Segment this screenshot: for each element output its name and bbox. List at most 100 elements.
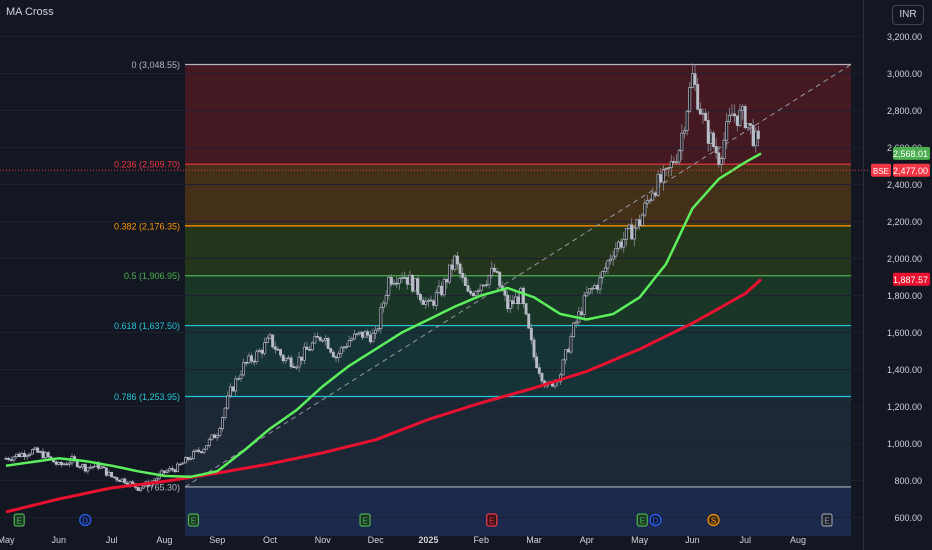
fib-level-label: 0.382 (2,176.35) (114, 221, 180, 231)
candle-body (638, 219, 642, 226)
candle-body (432, 300, 436, 306)
x-tick-label: Jul (106, 535, 118, 545)
x-tick-label: May (631, 535, 649, 545)
candle-body (28, 453, 32, 456)
candle-body (434, 292, 438, 306)
candle-body (160, 470, 164, 475)
candle-body (387, 277, 391, 296)
price-label-box (893, 146, 930, 160)
candle-body (749, 123, 752, 126)
event-marker-label: E (824, 517, 829, 526)
candle-body (112, 476, 116, 479)
candle-body (403, 277, 407, 279)
candle-body (170, 468, 174, 471)
candle-body (191, 451, 195, 459)
candle-body (487, 275, 491, 285)
candle-body (197, 449, 201, 452)
y-tick-label: 1,400.00 (887, 365, 922, 375)
fib-level-label: 0.236 (2,509.70) (114, 160, 180, 170)
candle-body (284, 357, 288, 362)
grid (0, 36, 863, 518)
fib-level-label: (765.30) (146, 482, 180, 492)
candle-body (115, 477, 119, 481)
candle-body (445, 279, 449, 283)
candle-body (627, 224, 631, 230)
candle-body (176, 463, 180, 473)
x-axis: May Jun Jul Aug Sep Oct Nov Dec 2025 Feb Mar Apr May… (0, 535, 806, 545)
candle-body (709, 132, 713, 144)
candle-body (239, 374, 243, 380)
currency-button[interactable]: INR (892, 5, 924, 25)
x-tick-label: Jul (739, 535, 751, 545)
candle-body (194, 449, 198, 452)
event-marker-icon (649, 513, 662, 527)
chart-title: MA Cross (6, 6, 54, 18)
y-tick-label: 2,400.00 (887, 180, 922, 190)
x-tick-label: Apr (580, 535, 594, 545)
candle-body (339, 347, 343, 355)
fib-band (185, 64, 851, 165)
event-marker-icon (821, 513, 833, 527)
candle-body (155, 478, 158, 481)
price-labels: 2,568.01 2,477.00 BSE 1,887.57 (871, 146, 930, 286)
candle-body (231, 386, 235, 392)
candle-body (540, 373, 544, 382)
candle-body (453, 255, 457, 270)
candle-body (33, 447, 37, 450)
candle-body (667, 167, 671, 170)
candle-body (41, 451, 45, 459)
candle-body (289, 357, 293, 367)
candle-body (250, 355, 253, 362)
event-marker-icon (79, 513, 92, 527)
candle-body (566, 349, 570, 353)
fib-level-label: 0.5 (1,906.95) (124, 271, 180, 281)
candle-body (15, 453, 19, 458)
candle-body (688, 87, 692, 112)
candle-body (252, 360, 256, 363)
ma-fast-line (5, 152, 762, 479)
candle-body (561, 359, 565, 376)
y-tick-label: 1,000.00 (887, 439, 922, 449)
candle-body (313, 335, 317, 344)
candles (4, 63, 760, 493)
candle-body (659, 174, 663, 183)
candle-body (661, 169, 665, 183)
candle-body (532, 339, 536, 358)
event-marker-icon (636, 513, 648, 527)
y-tick-label: 1,200.00 (887, 402, 922, 412)
candle-body (603, 267, 607, 272)
event-marker-label: E (362, 517, 367, 526)
candle-body (714, 146, 718, 154)
candle-body (321, 339, 325, 342)
candle-body (717, 152, 721, 165)
candle-body (455, 255, 459, 265)
candle-body (318, 336, 322, 341)
candle-body (669, 161, 673, 168)
candle-body (756, 130, 760, 140)
x-tick-label: Jun (685, 535, 700, 545)
candle-body (86, 467, 90, 472)
candle-body (521, 287, 525, 304)
candle-body (569, 336, 573, 353)
event-marker-label: E (191, 517, 196, 526)
candle-body (207, 438, 211, 446)
candle-body (411, 274, 415, 292)
candle-body (397, 278, 401, 284)
candle-body (347, 340, 351, 347)
candle-body (421, 299, 425, 305)
candle-body (580, 311, 583, 315)
candle-body (223, 407, 227, 418)
y-tick-label: 600.00 (894, 513, 922, 523)
candle-body (379, 307, 383, 329)
candle-body (374, 329, 378, 334)
candle-body (466, 285, 470, 292)
x-tick-label: Oct (263, 535, 278, 545)
y-tick-label: 2,000.00 (887, 254, 922, 264)
candle-body (440, 285, 444, 296)
candle-body (677, 150, 681, 163)
candle-body (624, 228, 628, 240)
candle-body (474, 291, 478, 297)
candle-body (696, 84, 700, 110)
price-label-box (893, 272, 930, 286)
